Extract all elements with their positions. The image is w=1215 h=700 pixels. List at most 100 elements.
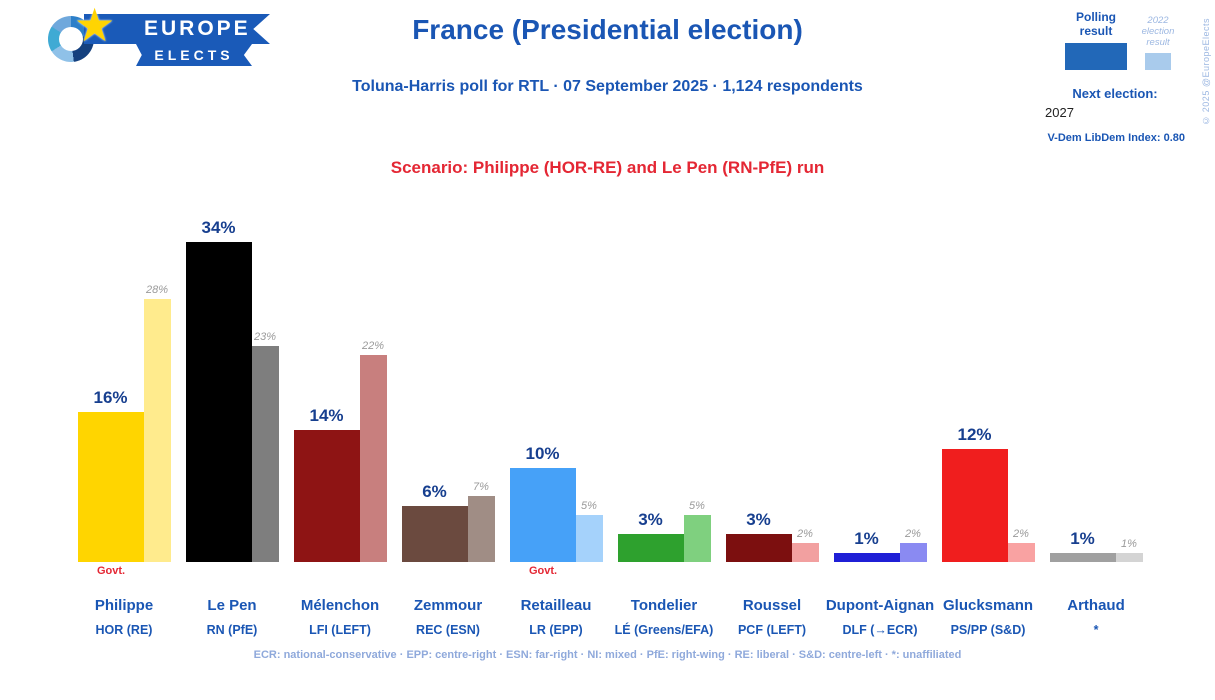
- bar-chart: 16% 28% Govt. Philippe HOR (RE) 34% 23% Le Pen R…: [70, 196, 1150, 637]
- poll-value-label: 1%: [1070, 528, 1095, 548]
- next-election-year: 2027: [1045, 105, 1074, 120]
- candidate-name: Roussel: [742, 597, 802, 614]
- candidate-group: 12% 2% Glucksmann PS/PP (S&D): [934, 196, 1042, 637]
- poll-value-label: 3%: [638, 509, 663, 529]
- poll-bar: [77, 411, 144, 562]
- election-bar: [575, 515, 603, 562]
- scenario-note: Scenario: Philippe (HOR-RE) and Le Pen (…: [390, 158, 825, 177]
- poll-bar-column: 12%: [941, 425, 1008, 562]
- election-value-label: 22%: [361, 340, 385, 353]
- poll-bar-column: 34%: [185, 218, 252, 562]
- govt-label: Govt.: [96, 565, 126, 577]
- legend-polling-column: Polling result: [1064, 10, 1128, 70]
- prev-bar-column: 22%: [359, 340, 387, 562]
- vdem-index: V-Dem LibDem Index: 0.80: [1047, 132, 1185, 144]
- candidate-group: 16% 28% Govt. Philippe HOR (RE): [70, 196, 178, 637]
- poll-value-label: 10%: [525, 444, 560, 463]
- poll-value-label: 6%: [422, 481, 447, 501]
- election-bar: [251, 345, 279, 562]
- candidate-party: DLF (→ECR): [842, 623, 918, 637]
- poll-bar: [941, 449, 1008, 562]
- candidate-name: Glucksmann: [942, 597, 1034, 614]
- election-value-label: 2%: [905, 528, 921, 541]
- candidate-party: REC (ESN): [416, 623, 480, 637]
- bar-pair: 3% 5%: [617, 196, 711, 562]
- poll-bar-column: 1%: [833, 528, 900, 562]
- poll-bar-column: 10%: [509, 444, 576, 562]
- candidate-name: Arthaud: [1067, 597, 1125, 614]
- next-election-label: Next election:: [1072, 86, 1158, 101]
- prev-bar-column: 2%: [899, 528, 927, 562]
- legend-samples: Polling result 2022 election result: [1045, 10, 1185, 70]
- election-value-label: 5%: [581, 500, 597, 512]
- election-value-label: 5%: [689, 500, 705, 512]
- candidate-party: HOR (RE): [95, 623, 153, 637]
- prev-bar-column: 23%: [251, 331, 279, 562]
- candidate-party: LR (EPP): [529, 623, 583, 637]
- bar-pair: 10% 5%: [509, 196, 603, 562]
- poll-value-label: 3%: [746, 509, 771, 529]
- candidate-name: Le Pen: [207, 597, 257, 614]
- poll-bar-column: 3%: [617, 509, 684, 562]
- logo-ribbon: ELECTS: [136, 44, 252, 66]
- bar-pair: 34% 23%: [185, 196, 279, 562]
- poll-bar: [509, 468, 576, 562]
- election-value-label: 28%: [145, 283, 169, 296]
- election-bar: [899, 543, 927, 562]
- poll-value-label: 1%: [854, 528, 879, 548]
- logo-banner: EUROPE: [84, 14, 270, 44]
- election-bar: [467, 496, 495, 562]
- candidate-name: Tondelier: [630, 597, 698, 614]
- candidate-group: 10% 5% Govt. Retailleau LR (EPP): [502, 196, 610, 637]
- prev-bar-column: 5%: [683, 500, 711, 562]
- copyright-note: © 2025 @EuropeElects: [1201, 18, 1211, 126]
- candidate-name: Zemmour: [413, 597, 483, 614]
- bar-pair: 12% 2%: [941, 196, 1035, 562]
- prev-bar-column: 1%: [1115, 538, 1143, 562]
- legend: Polling result 2022 election result Next…: [1045, 10, 1185, 144]
- election-value-label: 2%: [797, 528, 813, 541]
- candidate-party: *: [1093, 623, 1099, 637]
- poll-bar-column: 1%: [1049, 528, 1116, 562]
- poll-bar-column: 6%: [401, 481, 468, 562]
- poll-bar: [293, 430, 360, 562]
- poll-subtitle: Toluna-Harris poll for RTL · 07 Septembe…: [352, 78, 863, 95]
- logo-text-elects: ELECTS: [154, 47, 234, 63]
- prev-bar-column: 28%: [143, 283, 171, 562]
- election-value-label: 2%: [1013, 528, 1029, 541]
- bar-pair: 1% 2%: [833, 196, 927, 562]
- legend-election-column: 2022 election result: [1131, 15, 1185, 70]
- election-bar: [791, 543, 819, 562]
- candidate-group: 1% 1% Arthaud *: [1042, 196, 1150, 637]
- candidate-group: 14% 22% Mélenchon LFI (LEFT): [286, 196, 394, 637]
- poll-bar-column: 3%: [725, 509, 792, 562]
- bar-pair: 1% 1%: [1049, 196, 1143, 562]
- candidate-name: Dupont-Aignan: [825, 597, 935, 614]
- candidate-group: 3% 5% Tondelier LÉ (Greens/EFA): [610, 196, 718, 637]
- candidate-party: PS/PP (S&D): [950, 623, 1026, 637]
- election-bar: [143, 298, 171, 562]
- prev-bar-column: 2%: [791, 528, 819, 562]
- bar-pair: 14% 22%: [293, 196, 387, 562]
- poll-bar: [833, 552, 900, 562]
- poll-value-label: 34%: [201, 218, 236, 238]
- election-value-label: 7%: [473, 481, 489, 494]
- candidate-party: RN (PfE): [206, 623, 258, 637]
- poll-value-label: 12%: [957, 425, 992, 445]
- candidate-group: 6% 7% Zemmour REC (ESN): [394, 196, 502, 637]
- prev-bar-column: 7%: [467, 481, 495, 562]
- election-bar: [683, 515, 711, 562]
- candidate-party: LFI (LEFT): [309, 623, 371, 637]
- bar-pair: 3% 2%: [725, 196, 819, 562]
- legend-election-label: 2022 election result: [1141, 15, 1175, 48]
- poll-bar: [617, 533, 684, 562]
- poll-bar: [1049, 552, 1116, 562]
- candidate-name: Retailleau: [520, 597, 592, 614]
- poll-bar-column: 14%: [293, 406, 360, 562]
- candidate-party: LÉ (Greens/EFA): [614, 623, 714, 637]
- candidate-group: 3% 2% Roussel PCF (LEFT): [718, 196, 826, 637]
- legend-polling-label: Polling result: [1076, 10, 1116, 38]
- legend-polling-bar: [1065, 43, 1127, 70]
- candidate-group: 1% 2% Dupont-Aignan DLF (→ECR): [826, 196, 934, 637]
